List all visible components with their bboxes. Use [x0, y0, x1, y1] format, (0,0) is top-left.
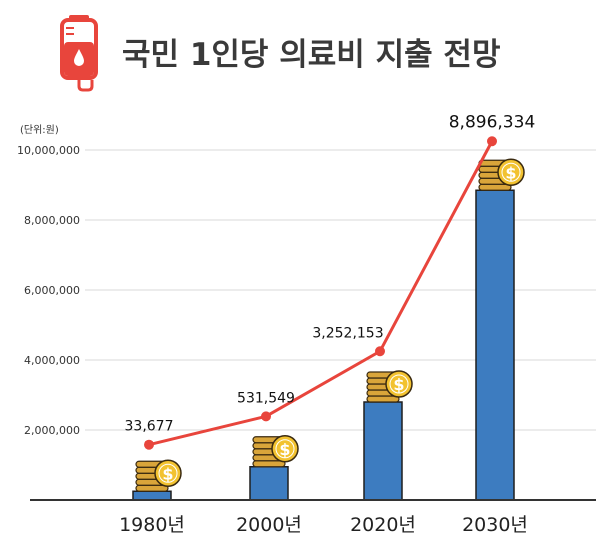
x-tick-label: 1980년	[119, 514, 185, 536]
x-tick-label: 2020년	[350, 514, 416, 536]
y-tick-label: 8,000,000	[24, 214, 80, 227]
line-series	[144, 136, 497, 450]
svg-text:$: $	[393, 375, 404, 394]
bar-series	[132, 189, 515, 501]
line-point	[261, 411, 271, 422]
coin-decorations: $ $ $ $	[135, 158, 525, 492]
y-tick-label: 10,000,000	[17, 144, 80, 157]
data-label: 33,677	[125, 419, 174, 435]
data-labels: 33,677 531,549 3,252,153 8,896,334	[125, 112, 536, 434]
unit-label: (단위:원)	[20, 123, 59, 136]
x-axis: 1980년 2000년 2020년 2030년	[119, 514, 528, 536]
line-point	[375, 346, 385, 357]
data-label: 8,896,334	[449, 112, 536, 132]
line-point	[487, 136, 497, 147]
y-axis: 2,000,000 4,000,000 6,000,000 8,000,000 10,0…	[17, 144, 80, 437]
coin-stack-icon: $	[252, 435, 299, 468]
coin-stack-icon: $	[478, 158, 525, 191]
bar	[249, 466, 289, 501]
coin-stack-icon: $	[135, 459, 182, 492]
y-tick-label: 4,000,000	[24, 354, 80, 367]
svg-text:$: $	[279, 440, 290, 459]
x-tick-label: 2030년	[462, 514, 528, 536]
svg-text:$: $	[505, 163, 516, 182]
line-point	[144, 439, 154, 450]
iv-bag-icon	[60, 15, 98, 92]
svg-text:$: $	[162, 464, 173, 483]
line-path	[148, 140, 494, 447]
x-tick-label: 2000년	[236, 514, 302, 536]
coin-stack-icon: $	[366, 370, 413, 403]
chart-title: 국민 1인당 의료비 지출 전망	[122, 37, 500, 73]
data-label: 3,252,153	[312, 325, 383, 341]
gridlines	[85, 149, 596, 431]
y-tick-label: 6,000,000	[24, 284, 80, 297]
y-tick-label: 2,000,000	[24, 424, 80, 437]
bar	[363, 401, 403, 501]
bar	[475, 189, 515, 501]
bar	[132, 490, 172, 501]
data-label: 531,549	[237, 390, 295, 406]
